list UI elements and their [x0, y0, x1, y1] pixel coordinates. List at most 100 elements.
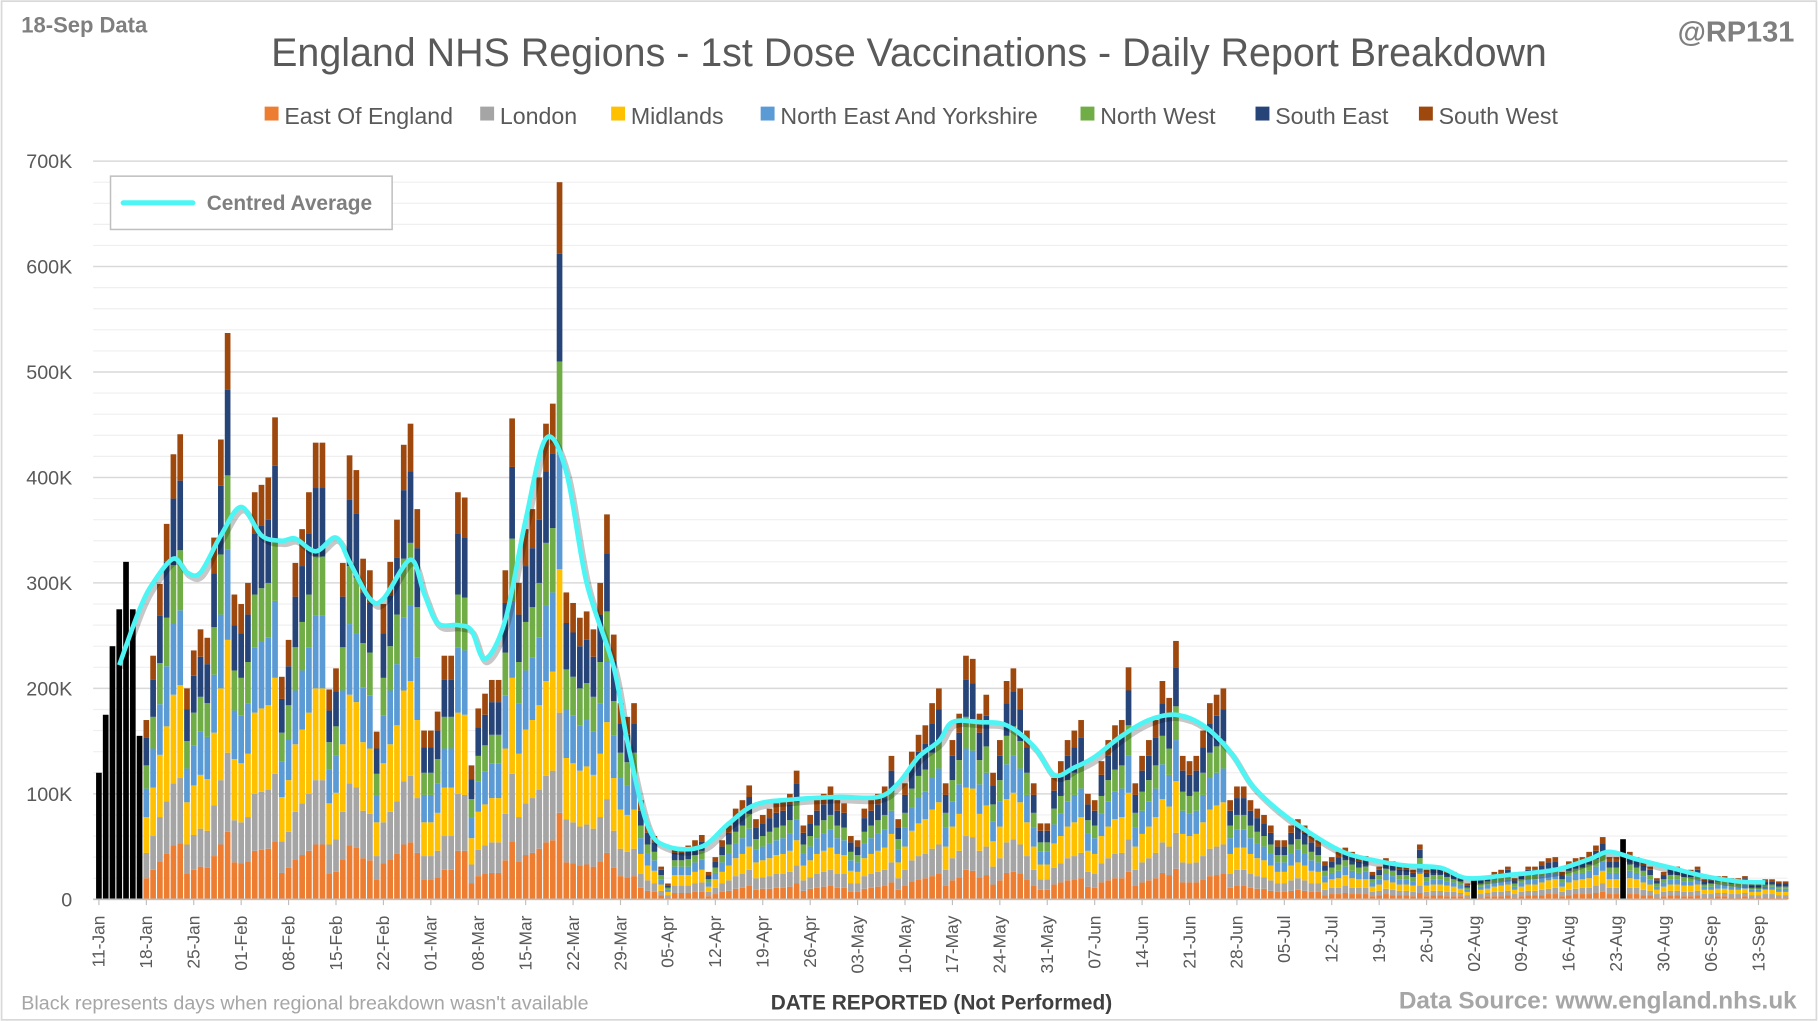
bar-segment [1511, 883, 1518, 887]
bar-segment [1261, 823, 1267, 837]
bar-segment [773, 887, 780, 900]
bar-segment [1112, 725, 1118, 744]
bar-segment [1369, 896, 1376, 900]
bar-segment [888, 882, 895, 900]
bar-segment [516, 861, 522, 900]
bar-unattributed [102, 714, 109, 900]
bar-segment [285, 666, 292, 706]
bar-segment [367, 813, 373, 861]
bar-stack [1626, 851, 1633, 900]
bar-segment [1613, 857, 1620, 862]
bar-segment [1369, 879, 1376, 883]
bar-segment [468, 765, 475, 780]
bar-segment [157, 704, 163, 755]
bar-segment [854, 855, 861, 863]
bar-segment [1085, 850, 1091, 872]
bar-segment [908, 860, 915, 882]
bar-segment [312, 556, 319, 616]
bar-segment [1444, 872, 1450, 878]
bar-segment [604, 611, 610, 661]
bar-segment [1200, 794, 1206, 823]
bar-segment [705, 891, 712, 897]
bar-segment [658, 869, 664, 876]
bar-segment [1450, 891, 1457, 897]
bar-segment [610, 634, 617, 661]
bar-segment [936, 768, 942, 803]
bar-segment [1708, 897, 1714, 900]
bar-stack [1267, 825, 1274, 900]
bar-segment [624, 716, 631, 735]
bar-segment [1782, 888, 1789, 892]
bar-segment [1057, 761, 1064, 775]
bar-segment [1383, 858, 1389, 863]
bar-segment [807, 877, 814, 889]
bar-segment [339, 811, 346, 860]
bar-stack [807, 814, 814, 900]
bar-segment [1450, 875, 1457, 880]
bar-segment [1118, 878, 1125, 900]
bar-segment [1064, 801, 1071, 827]
bar-segment [1085, 871, 1091, 887]
bar-segment [1308, 842, 1315, 852]
bar-segment [671, 866, 678, 876]
bar-segment [394, 614, 400, 665]
bar-segment [1051, 843, 1057, 868]
bar-segment [604, 852, 610, 900]
bar-segment [455, 533, 461, 595]
bar-segment [421, 879, 427, 900]
bar-segment [990, 841, 996, 867]
bar-segment [516, 703, 522, 754]
bar-segment [1179, 833, 1186, 863]
bar-segment [1267, 880, 1274, 891]
bar-segment [610, 867, 617, 900]
bar-segment [637, 825, 644, 839]
bar-segment [1356, 861, 1362, 868]
bar-segment [407, 775, 414, 843]
bar-segment [1071, 856, 1078, 880]
bar-segment [590, 731, 597, 775]
bar-segment [1660, 871, 1667, 876]
x-tick-label: 03-May [847, 915, 867, 973]
bar-segment [1200, 856, 1206, 880]
bar-segment [1701, 897, 1708, 900]
bar-stack [1125, 667, 1132, 900]
bar-segment [150, 655, 156, 680]
bar-segment [1044, 851, 1051, 865]
bar-segment [1525, 875, 1532, 880]
bar-segment [1593, 866, 1599, 876]
bar-stack [1315, 840, 1322, 900]
bar-segment [1687, 896, 1694, 900]
bar-segment [1701, 884, 1708, 887]
bar-segment [1593, 859, 1599, 867]
bar-segment [1125, 839, 1132, 872]
bar-segment [448, 716, 455, 749]
bar-segment [1342, 860, 1349, 867]
bar-segment [1037, 851, 1044, 865]
bar-segment [218, 614, 224, 689]
bar-segment [956, 713, 963, 733]
bar-segment [414, 798, 421, 853]
bar-segment [726, 832, 732, 845]
bar-segment [1098, 795, 1105, 814]
bar-segment [1064, 740, 1071, 756]
bar-segment [1186, 863, 1193, 883]
bar-segment [1240, 798, 1247, 815]
bar-segment [1308, 891, 1315, 900]
bar-segment [1444, 877, 1450, 882]
bar-segment [150, 869, 156, 900]
bar-segment [421, 856, 427, 880]
bar-segment [1234, 814, 1240, 830]
bar-segment [739, 838, 746, 854]
bar-segment [285, 780, 292, 832]
bar-segment [732, 818, 739, 832]
bar-segment [1389, 882, 1396, 890]
bar-segment [563, 592, 570, 624]
bar-stack [1552, 857, 1559, 900]
bar-segment [1701, 894, 1708, 898]
bar-segment [245, 662, 251, 704]
bar-segment [448, 679, 455, 717]
bar-segment [665, 887, 671, 890]
bar-segment [502, 860, 509, 900]
bar-segment [1708, 880, 1714, 884]
bar-segment [1579, 867, 1586, 873]
